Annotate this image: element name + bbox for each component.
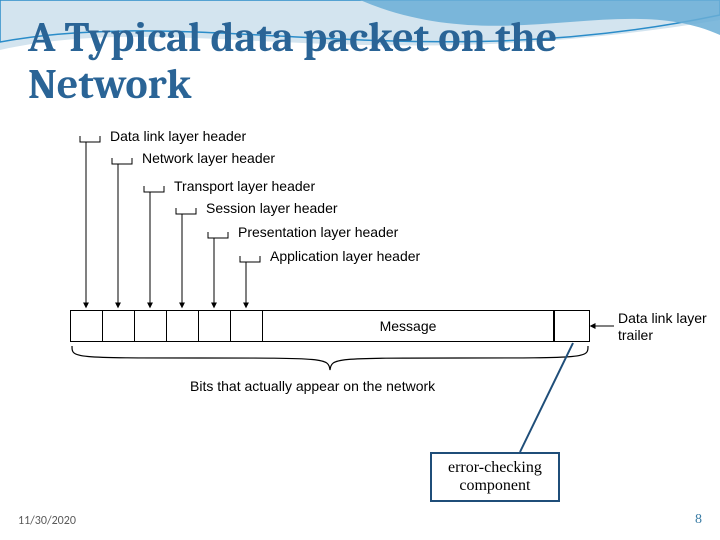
cell-datalink-header bbox=[70, 310, 102, 342]
cell-application-header bbox=[230, 310, 262, 342]
callout-error-checking: error-checking component bbox=[430, 452, 560, 502]
callout-line2: component bbox=[459, 477, 530, 494]
packet-row: Message bbox=[70, 310, 590, 342]
cell-transport-header bbox=[134, 310, 166, 342]
brace-caption: Bits that actually appear on the network bbox=[190, 378, 435, 394]
slide-title: A Typical data packet on the Network bbox=[28, 14, 720, 108]
packet-diagram: Data link layer header Network layer hea… bbox=[70, 130, 670, 430]
callout-line1: error-checking bbox=[448, 459, 542, 476]
cell-message: Message bbox=[262, 310, 554, 342]
trailer-label-text: Data link layer trailer bbox=[618, 310, 707, 343]
trailer-label: Data link layer trailer bbox=[618, 310, 708, 344]
cell-presentation-header bbox=[198, 310, 230, 342]
cell-session-header bbox=[166, 310, 198, 342]
footer-page-number: 8 bbox=[695, 512, 702, 528]
footer-date: 11/30/2020 bbox=[18, 514, 76, 528]
cell-network-header bbox=[102, 310, 134, 342]
cell-datalink-trailer bbox=[554, 310, 590, 342]
